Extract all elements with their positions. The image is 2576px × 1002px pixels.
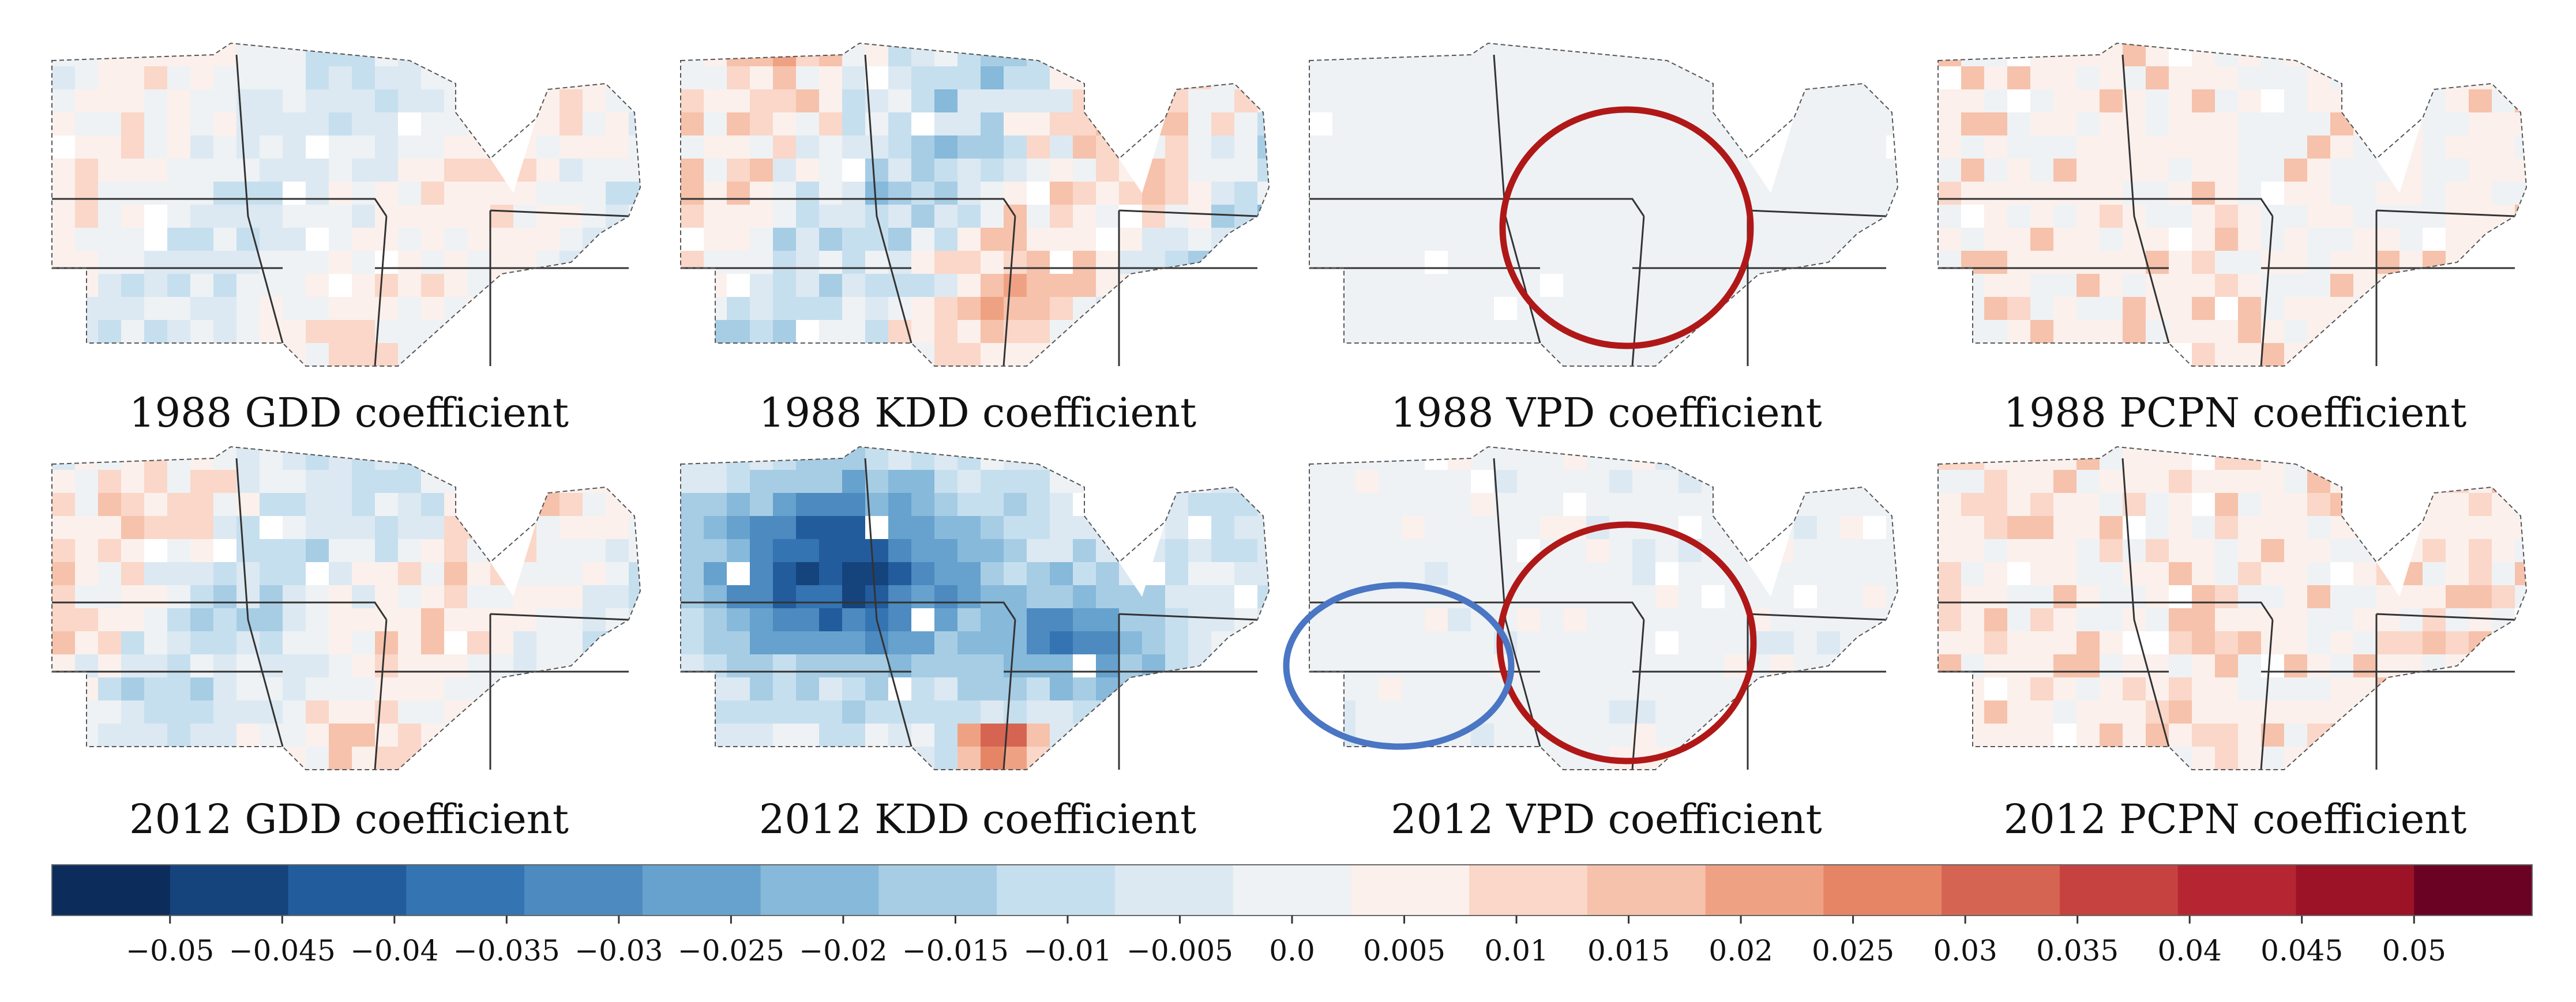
colorbar: −0.05 −0.045 −0.04 −0.035 −0.03 −0.025 −0.02 −0…	[51, 864, 2533, 967]
colorbar-swatch	[1705, 865, 1824, 916]
caption-pcpn-1988: 1988 PCPN coefficient	[2004, 389, 2467, 436]
colorbar-swatch	[878, 865, 997, 916]
map-kdd-1988	[680, 42, 1270, 367]
colorbar-tick-label: 0.045	[2260, 934, 2343, 967]
colorbar-swatch	[642, 865, 761, 916]
colorbar-tick-label: 0.005	[1363, 934, 1445, 967]
colorbar-swatch	[2414, 865, 2533, 916]
colorbar-tick-label: −0.035	[453, 934, 560, 967]
colorbar-tick-label: 0.05	[2382, 934, 2446, 967]
colorbar-tick-label: 0.025	[1812, 934, 1894, 967]
colorbar-tick-label: 0.01	[1484, 934, 1548, 967]
map-gdd-2012	[51, 446, 641, 770]
panel-captions: 1988 GDD coefficient 1988 KDD coefficient…	[129, 389, 2466, 843]
annotation-circle-vpd-2012	[1496, 521, 1757, 764]
colorbar-tick-label: 0.015	[1587, 934, 1670, 967]
map-pcpn-2012	[1937, 446, 2528, 770]
colorbar-swatch	[1942, 865, 2060, 916]
caption-gdd-2012: 2012 GDD coefficient	[129, 796, 569, 843]
colorbar-tick-label: −0.045	[229, 934, 336, 967]
colorbar-swatch	[288, 865, 407, 916]
colorbar-swatch	[1587, 865, 1706, 916]
map-pcpn-1988	[1937, 42, 2528, 367]
colorbar-swatch	[1114, 865, 1234, 916]
colorbar-tick-label: −0.04	[350, 934, 438, 967]
colorbar-swatch	[2059, 865, 2179, 916]
annotation-circle-vpd-1988	[1499, 106, 1754, 349]
caption-kdd-2012: 2012 KDD coefficient	[759, 796, 1196, 843]
colorbar-tick-label: 0.04	[2158, 934, 2222, 967]
colorbar-tick-label: −0.05	[126, 934, 214, 967]
caption-vpd-2012: 2012 VPD coefficient	[1391, 796, 1822, 843]
colorbar-tick-label: −0.005	[1126, 934, 1233, 967]
colorbar-swatch	[524, 865, 643, 916]
colorbar-tick-label: −0.025	[678, 934, 784, 967]
colorbar-tick-label: −0.01	[1023, 934, 1111, 967]
colorbar-swatch	[52, 865, 171, 916]
caption-vpd-1988: 1988 VPD coefficient	[1391, 389, 1822, 436]
caption-gdd-1988: 1988 GDD coefficient	[129, 389, 569, 436]
annotation-ellipse-vpd-2012	[1283, 582, 1515, 750]
caption-kdd-1988: 1988 KDD coefficient	[759, 389, 1196, 436]
colorbar-swatch	[2177, 865, 2296, 916]
colorbar-tick-label: 0.0	[1269, 934, 1315, 967]
annotation-marks	[1283, 106, 1757, 764]
map-kdd-2012	[680, 446, 1270, 770]
map-vpd-2012	[1309, 446, 1899, 770]
colorbar-swatch	[1469, 865, 1588, 916]
colorbar-tick-label: 0.03	[1933, 934, 1997, 967]
map-gdd-1988	[51, 42, 641, 367]
colorbar-swatch	[2296, 865, 2414, 916]
colorbar-tick-label: 0.035	[2036, 934, 2119, 967]
colorbar-swatch	[170, 865, 289, 916]
colorbar-tick-label: −0.02	[799, 934, 887, 967]
caption-pcpn-2012: 2012 PCPN coefficient	[2004, 796, 2467, 843]
colorbar-swatch	[1351, 865, 1470, 916]
colorbar-tick-label: −0.03	[574, 934, 663, 967]
colorbar-swatch	[1233, 865, 1351, 916]
colorbar-swatch	[406, 865, 525, 916]
colorbar-tick-label: −0.015	[902, 934, 1009, 967]
colorbar-tick-label: 0.02	[1708, 934, 1773, 967]
map-vpd-1988	[1309, 42, 1899, 367]
colorbar-swatch	[997, 865, 1116, 916]
colorbar-swatch	[760, 865, 879, 916]
colorbar-swatch	[1823, 865, 1942, 916]
